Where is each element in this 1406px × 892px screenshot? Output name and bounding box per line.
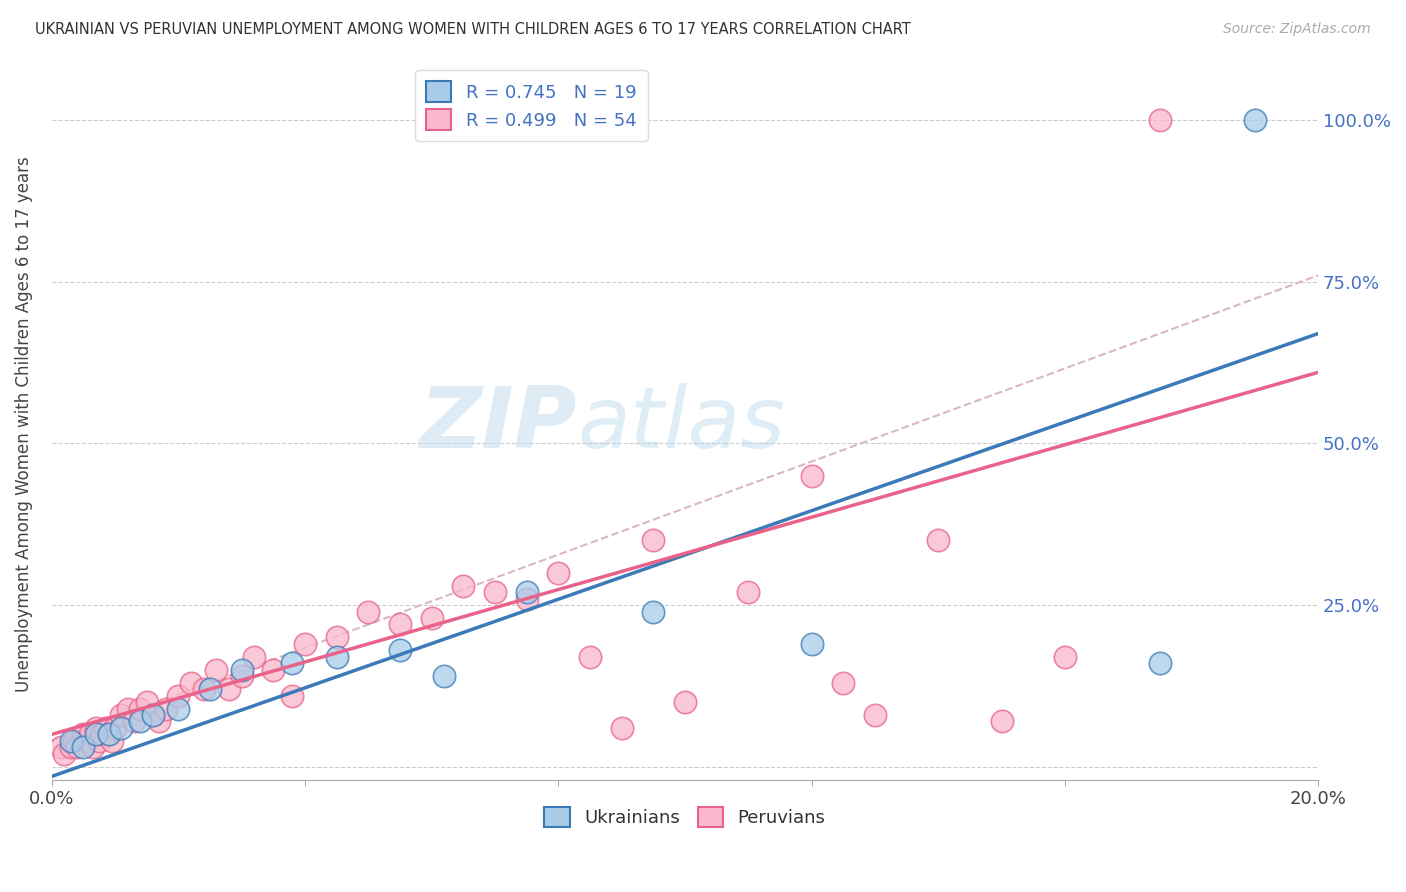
Point (673, 695, 696, 709)
Point (82, 740, 104, 755)
Point (59, 740, 82, 755)
Point (205, 663, 228, 677)
Point (110, 708, 132, 723)
Point (117, 701, 139, 715)
Point (79, 727, 101, 741)
Point (51, 740, 73, 755)
Point (325, 631, 347, 645)
Text: UKRAINIAN VS PERUVIAN UNEMPLOYMENT AMONG WOMEN WITH CHILDREN AGES 6 TO 17 YEARS : UKRAINIAN VS PERUVIAN UNEMPLOYMENT AMONG… (35, 22, 911, 37)
Text: atlas: atlas (578, 383, 786, 466)
Point (281, 689, 304, 703)
Point (129, 714, 152, 729)
Point (610, 721, 633, 735)
Y-axis label: Unemployment Among Women with Children Ages 6 to 17 years: Unemployment Among Women with Children A… (15, 156, 32, 692)
Point (218, 682, 240, 697)
Point (433, 669, 456, 683)
Point (101, 734, 124, 748)
Point (262, 663, 284, 677)
Point (516, 585, 538, 599)
Point (453, 579, 475, 593)
Point (193, 682, 215, 697)
Point (63, 734, 86, 748)
Point (53, 747, 76, 761)
Point (737, 585, 759, 599)
Point (990, 714, 1012, 729)
Point (72, 727, 94, 741)
Point (231, 663, 253, 677)
Point (547, 566, 569, 580)
Point (94, 721, 117, 735)
Point (167, 701, 190, 715)
Point (294, 637, 316, 651)
Point (76, 734, 98, 748)
Text: ZIP: ZIP (419, 383, 578, 466)
Point (110, 721, 132, 735)
Point (1053, 649, 1076, 664)
Point (180, 675, 202, 690)
Point (97, 727, 120, 741)
Point (1149, 657, 1171, 671)
Point (104, 721, 127, 735)
Point (243, 649, 266, 664)
Point (832, 675, 855, 690)
Point (800, 468, 823, 483)
Point (84, 727, 107, 741)
Point (357, 605, 380, 619)
Point (231, 669, 253, 683)
Point (800, 637, 823, 651)
Point (72, 740, 94, 755)
Point (388, 643, 411, 657)
Point (148, 714, 170, 729)
Point (1243, 113, 1265, 128)
Point (863, 708, 886, 723)
Text: Source: ZipAtlas.com: Source: ZipAtlas.com (1223, 22, 1371, 37)
Point (142, 708, 165, 723)
Point (325, 649, 347, 664)
Point (516, 591, 538, 606)
Point (122, 714, 145, 729)
Point (155, 701, 177, 715)
Legend: Ukrainians, Peruvians: Ukrainians, Peruvians (537, 799, 832, 835)
Point (281, 657, 304, 671)
Point (59, 734, 82, 748)
Point (66, 740, 89, 755)
Point (927, 533, 949, 548)
Point (167, 689, 190, 703)
Point (643, 605, 665, 619)
Point (1149, 113, 1171, 128)
Point (484, 585, 506, 599)
Point (97, 727, 120, 741)
Point (142, 708, 165, 723)
Point (135, 695, 157, 709)
Point (388, 617, 411, 632)
Point (579, 649, 602, 664)
Point (84, 721, 107, 735)
Point (89, 734, 111, 748)
Point (198, 682, 221, 697)
Point (91, 727, 114, 741)
Point (420, 611, 443, 625)
Point (129, 701, 152, 715)
Point (643, 533, 665, 548)
